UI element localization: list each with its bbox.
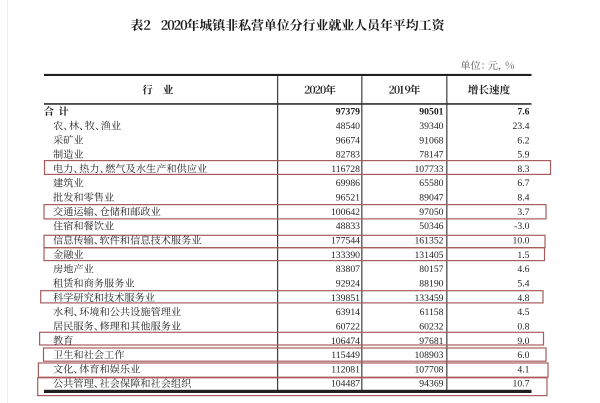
svg-text:88190: 88190 [419,279,443,290]
svg-text:7.6: 7.6 [517,107,529,118]
svg-text:107733: 107733 [414,164,443,175]
svg-text:1.5: 1.5 [517,250,529,261]
svg-text:108903: 108903 [414,350,443,361]
svg-text:133390: 133390 [331,250,360,261]
svg-text:50346: 50346 [419,221,443,232]
svg-text:5.9: 5.9 [517,150,529,161]
svg-text:116728: 116728 [331,164,360,175]
svg-text:60232: 60232 [419,322,443,333]
svg-text:92924: 92924 [336,279,360,290]
svg-text:104487: 104487 [331,379,360,390]
svg-text:89047: 89047 [419,193,443,204]
svg-text:90501: 90501 [419,107,443,118]
svg-text:4.6: 4.6 [517,264,529,275]
svg-text:39340: 39340 [419,121,443,132]
svg-text:0.8: 0.8 [517,322,529,333]
svg-text:112081: 112081 [331,364,360,375]
svg-text:8.4: 8.4 [517,193,529,204]
svg-text:161352: 161352 [414,236,443,247]
svg-text:6.0: 6.0 [517,350,529,361]
svg-text:177544: 177544 [331,236,360,247]
svg-text:4.1: 4.1 [517,364,529,375]
svg-text:78147: 78147 [419,150,443,161]
svg-text:9.0: 9.0 [517,336,529,347]
svg-text:3.7: 3.7 [517,207,529,218]
svg-text:61158: 61158 [420,307,444,318]
svg-text:4.5: 4.5 [517,307,529,318]
svg-text:106474: 106474 [331,336,360,347]
svg-text:107708: 107708 [414,364,443,375]
svg-text:4.8: 4.8 [517,293,529,304]
svg-text:100642: 100642 [331,207,360,218]
svg-text:65580: 65580 [419,178,443,189]
svg-text:131405: 131405 [414,250,443,261]
svg-text:97050: 97050 [419,207,443,218]
svg-text:5.4: 5.4 [517,279,529,290]
svg-text:115449: 115449 [331,350,360,361]
svg-text:80157: 80157 [419,264,443,275]
svg-text:60722: 60722 [336,322,360,333]
svg-text:94369: 94369 [419,379,443,390]
svg-text:6.7: 6.7 [517,178,529,189]
svg-text:91068: 91068 [419,135,443,146]
svg-text:48540: 48540 [336,121,360,132]
svg-text:-3.0: -3.0 [514,221,529,232]
svg-text:82783: 82783 [336,150,360,161]
svg-text:97681: 97681 [419,336,443,347]
svg-text:23.4: 23.4 [513,121,530,132]
svg-text:97379: 97379 [336,107,360,118]
svg-text:96521: 96521 [336,193,360,204]
svg-text:8.3: 8.3 [517,164,529,175]
svg-text:83807: 83807 [336,264,360,275]
svg-text:48833: 48833 [336,221,360,232]
svg-text:10.0: 10.0 [513,236,530,247]
svg-text:63914: 63914 [336,307,360,318]
svg-text:139851: 139851 [331,293,360,304]
svg-text:96674: 96674 [336,135,360,146]
svg-text:10.7: 10.7 [513,379,530,390]
svg-text:69986: 69986 [336,178,360,189]
svg-text:6.2: 6.2 [517,135,529,146]
svg-text:133459: 133459 [414,293,443,304]
